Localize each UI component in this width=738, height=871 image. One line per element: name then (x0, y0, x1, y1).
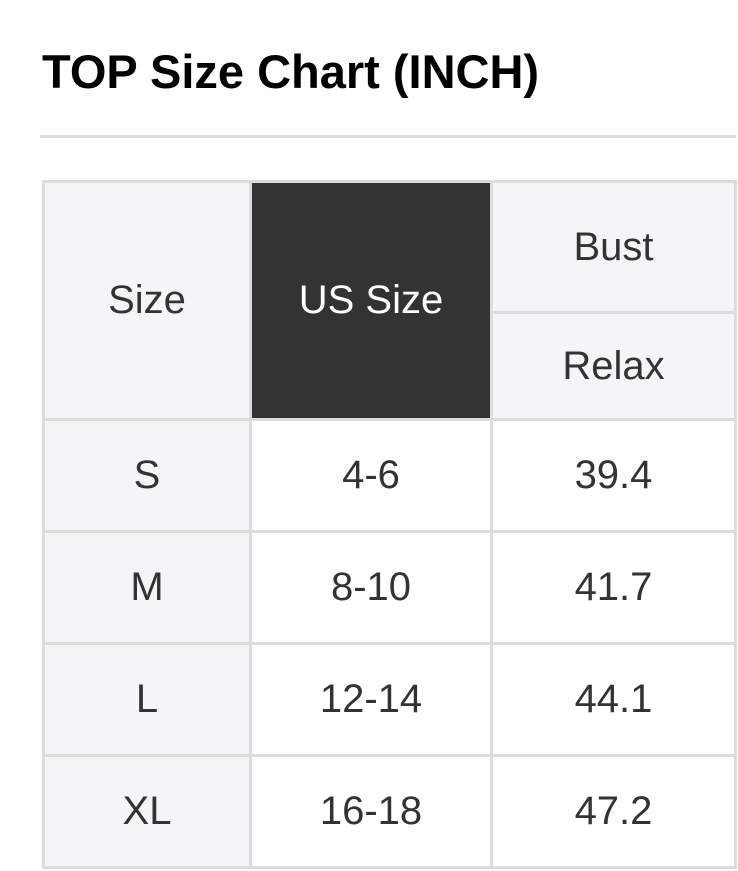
cell-size: L (42, 642, 252, 757)
cell-size: M (42, 530, 252, 645)
table-row: L 12-14 44.1 (42, 642, 737, 757)
title-divider (40, 135, 736, 138)
cell-us-size: 12-14 (249, 642, 493, 757)
cell-size: S (42, 418, 252, 533)
cell-us-size: 16-18 (249, 754, 493, 869)
header-bust: Bust (490, 180, 737, 314)
cell-us-size: 8-10 (249, 530, 493, 645)
header-size: Size (42, 180, 252, 421)
table-row: S 4-6 39.4 (42, 418, 737, 533)
cell-bust-relax: 39.4 (490, 418, 737, 533)
table-row: M 8-10 41.7 (42, 530, 737, 645)
cell-us-size: 4-6 (249, 418, 493, 533)
cell-bust-relax: 44.1 (490, 642, 737, 757)
cell-bust-relax: 41.7 (490, 530, 737, 645)
size-chart-table: Size US Size Bust Relax S 4-6 39.4 M 8-1… (42, 180, 737, 869)
header-us-size: US Size (249, 180, 493, 421)
cell-size: XL (42, 754, 252, 869)
header-relax: Relax (490, 311, 737, 421)
table-row: XL 16-18 47.2 (42, 754, 737, 869)
cell-bust-relax: 47.2 (490, 754, 737, 869)
page-title: TOP Size Chart (INCH) (42, 45, 540, 98)
